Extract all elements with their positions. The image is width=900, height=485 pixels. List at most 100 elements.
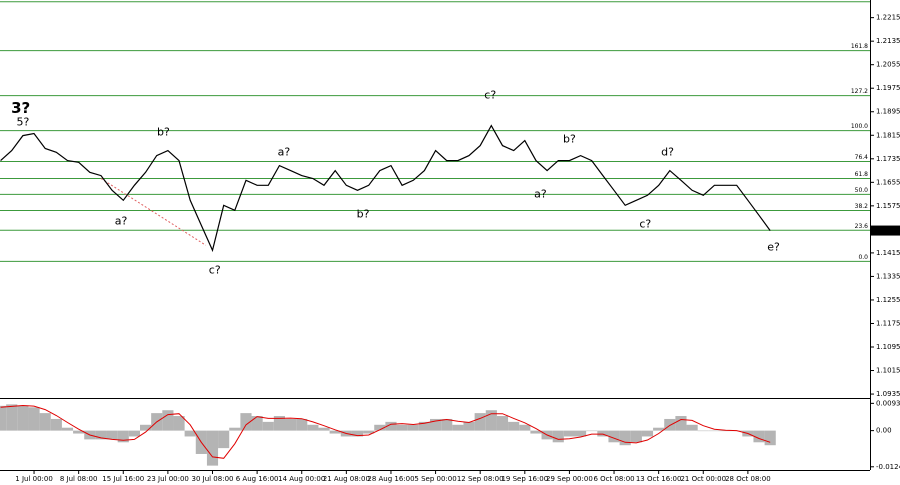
- osc-bar: [351, 430, 364, 437]
- signal-line: [0, 404, 771, 459]
- osc-tick-label: 0.00935: [876, 399, 900, 407]
- osc-bar: [452, 424, 464, 431]
- osc-bar: [530, 430, 542, 434]
- wave-label: b?: [157, 126, 170, 139]
- y-tick-label: 1.1895: [876, 108, 900, 116]
- x-tick-label: 21 Oct 00:00: [680, 475, 726, 483]
- osc-bar: [485, 410, 497, 431]
- x-tick-label: 15 Jul 16:00: [102, 475, 144, 483]
- x-tick-label: 21 Aug 08:00: [323, 475, 370, 483]
- osc-bar: [307, 424, 319, 431]
- osc-bar: [6, 404, 18, 431]
- fib-label: 38.2: [855, 203, 869, 210]
- osc-bar: [117, 430, 129, 443]
- fib-label: 23.6: [855, 223, 869, 230]
- osc-bar: [463, 421, 475, 431]
- wave-label: e?: [767, 240, 780, 253]
- osc-bar: [708, 430, 720, 432]
- osc-bar: [753, 430, 765, 443]
- y-tick-label: 1.1255: [876, 296, 900, 304]
- osc-bar: [363, 430, 375, 434]
- y-tick-label: 1.2055: [876, 61, 900, 69]
- osc-bar: [552, 430, 564, 443]
- osc-tick-label: 0.00: [876, 427, 892, 435]
- x-tick-label: 28 Aug 16:00: [367, 475, 414, 483]
- y-tick-label: 1.1175: [876, 319, 900, 327]
- osc-bar: [218, 430, 230, 449]
- osc-bar: [496, 416, 509, 431]
- x-tick-label: 13 Oct 16:00: [636, 475, 682, 483]
- osc-bar: [508, 421, 520, 431]
- osc-bar: [407, 424, 419, 431]
- wave-label: 3?: [11, 99, 30, 117]
- osc-bar: [764, 430, 776, 446]
- fib-label: 127.2: [851, 88, 868, 95]
- trendline: [100, 178, 207, 246]
- osc-bar: [329, 430, 341, 434]
- wave-label: c?: [209, 263, 221, 276]
- osc-bar: [106, 430, 118, 440]
- wave-label: a?: [534, 187, 547, 200]
- osc-bar: [95, 430, 107, 440]
- osc-bar: [273, 416, 285, 431]
- x-tick-label: 30 Jul 08:00: [192, 475, 234, 483]
- osc-bar: [140, 424, 152, 431]
- osc-bar: [296, 418, 308, 431]
- y-tick-label: 1.1815: [876, 131, 900, 139]
- x-tick-label: 23 Jul 00:00: [147, 475, 189, 483]
- y-tick-label: 1.1975: [876, 84, 900, 92]
- x-tick-label: 6 Aug 16:00: [236, 475, 279, 483]
- osc-bar: [641, 430, 654, 437]
- x-tick-label: 5 Sep 00:00: [414, 475, 456, 483]
- fib-label: 76.4: [855, 154, 869, 161]
- y-tick-label: 1.1415: [876, 249, 900, 257]
- osc-bar: [608, 430, 620, 443]
- osc-bar: [262, 421, 274, 431]
- osc-bar: [162, 410, 174, 431]
- osc-bar: [430, 418, 442, 431]
- x-tick-label: 12 Sep 08:00: [457, 475, 504, 483]
- osc-bar: [586, 430, 598, 432]
- fib-label: 50.0: [855, 187, 869, 194]
- osc-bar: [173, 416, 185, 431]
- x-tick-label: 28 Oct 08:00: [725, 475, 771, 483]
- fib-label: 61.8: [855, 171, 869, 178]
- osc-bar: [39, 413, 51, 431]
- wave-label: a?: [115, 214, 128, 227]
- osc-bar: [597, 430, 609, 437]
- osc-bar: [575, 430, 587, 437]
- osc-bar: [318, 427, 330, 431]
- osc-bar: [720, 430, 732, 432]
- osc-bar: [441, 418, 453, 431]
- x-tick-label: 19 Sep 16:00: [501, 475, 548, 483]
- osc-bar: [17, 405, 29, 431]
- osc-bar: [184, 430, 196, 437]
- osc-bar: [0, 405, 7, 431]
- osc-bar: [686, 424, 698, 431]
- x-tick-label: 8 Jul 08:00: [60, 475, 98, 483]
- x-tick-label: 14 Aug 00:00: [278, 475, 325, 483]
- osc-bar: [61, 427, 74, 431]
- osc-bar: [73, 430, 85, 434]
- osc-tick-label: -0.0124: [876, 463, 900, 471]
- price-line: [0, 124, 771, 253]
- osc-bar: [240, 413, 252, 431]
- osc-bar: [374, 424, 386, 431]
- wave-label: 5?: [16, 116, 29, 129]
- osc-bar: [519, 424, 531, 431]
- osc-bar: [206, 430, 219, 466]
- osc-bar: [619, 430, 631, 446]
- wave-label: a?: [278, 145, 291, 158]
- y-tick-label: 1.1095: [876, 343, 900, 351]
- osc-bar: [251, 416, 263, 431]
- wave-label: c?: [484, 89, 496, 102]
- fib-label: 161.8: [851, 43, 868, 50]
- last-price-label: 1.1491: [874, 227, 899, 235]
- x-tick-label: 29 Sep 00:00: [546, 475, 593, 483]
- osc-bar: [229, 427, 241, 431]
- osc-bar: [653, 427, 665, 431]
- osc-bar: [396, 424, 408, 431]
- y-tick-label: 1.1575: [876, 202, 900, 210]
- osc-bar: [474, 413, 486, 431]
